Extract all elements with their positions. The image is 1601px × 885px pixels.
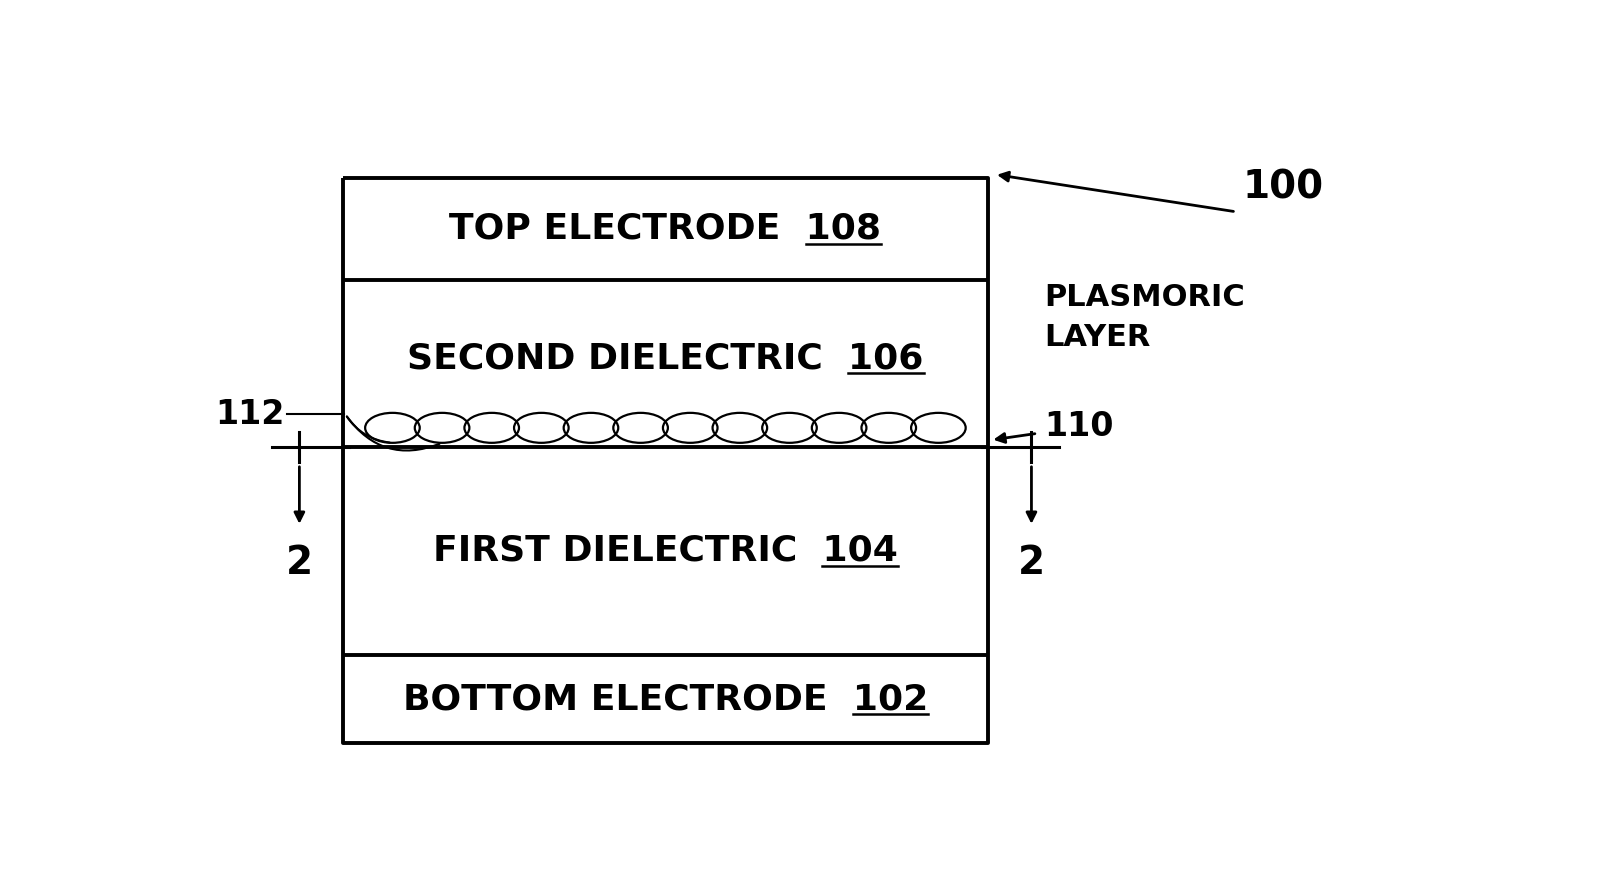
- Text: 110: 110: [1044, 410, 1113, 443]
- Text: 112: 112: [215, 397, 285, 431]
- Text: PLASMORIC
LAYER: PLASMORIC LAYER: [1044, 282, 1244, 352]
- Text: FIRST DIELECTRIC  104: FIRST DIELECTRIC 104: [432, 534, 898, 567]
- Text: 100: 100: [1242, 169, 1324, 207]
- Text: 2: 2: [1018, 543, 1045, 581]
- Text: SECOND DIELECTRIC  106: SECOND DIELECTRIC 106: [407, 342, 924, 375]
- Text: BOTTOM ELECTRODE  102: BOTTOM ELECTRODE 102: [403, 682, 929, 716]
- Text: 2: 2: [287, 543, 312, 581]
- Text: TOP ELECTRODE  108: TOP ELECTRODE 108: [450, 212, 882, 246]
